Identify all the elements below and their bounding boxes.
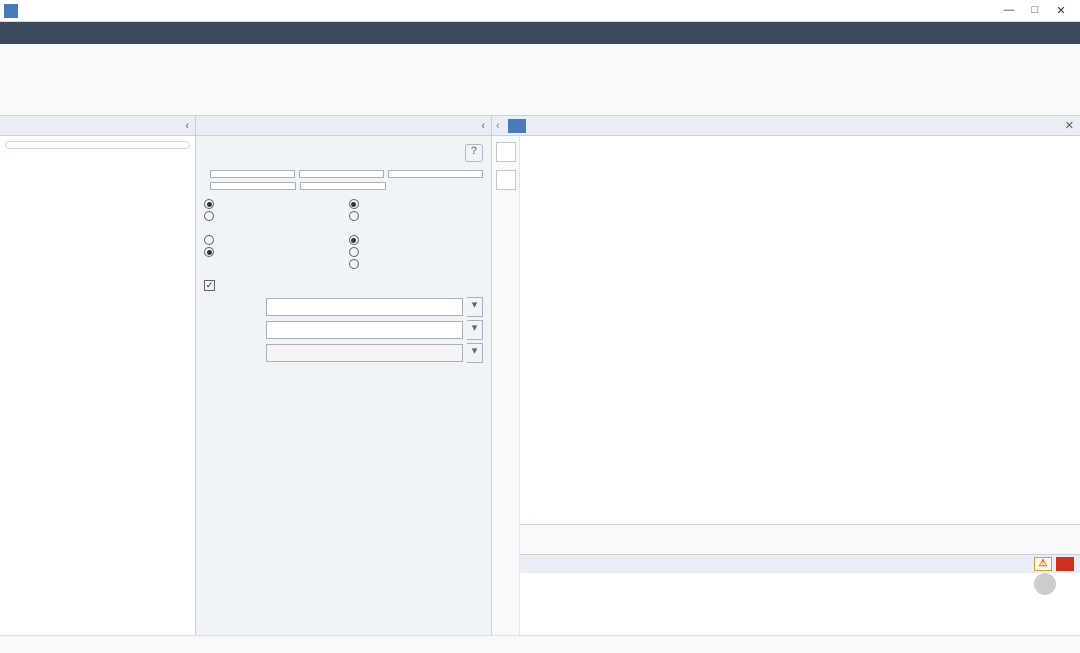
sidebar-tool-1[interactable] — [496, 142, 516, 162]
close-button[interactable]: ✕ — [1054, 4, 1068, 17]
dropdown-icon[interactable]: ▾ — [467, 297, 483, 317]
task-header: ‹ — [196, 116, 491, 136]
report-quality-button[interactable] — [388, 170, 483, 178]
relative-radio[interactable] — [349, 210, 484, 222]
absolute-radio[interactable] — [349, 198, 484, 210]
viewer-tabs: ‹ ✕ — [492, 116, 1080, 136]
grav-z-input — [266, 344, 463, 362]
outline-header: ‹ — [0, 116, 195, 136]
grav-y-input[interactable] — [266, 321, 463, 339]
warning-icon[interactable]: ⚠ — [1034, 557, 1052, 571]
app-icon — [4, 4, 18, 18]
collapse-icon[interactable]: ‹ — [185, 120, 189, 132]
axisymmetric-swirl-radio[interactable] — [349, 258, 484, 270]
mesh-visualization — [640, 144, 980, 494]
viewer-sidebar — [492, 136, 520, 635]
console-output[interactable] — [520, 573, 1080, 635]
check-button[interactable] — [299, 170, 384, 178]
close-tab-icon[interactable]: ✕ — [1059, 119, 1080, 132]
menubar — [0, 22, 1080, 44]
collapse-icon[interactable]: ‹ — [492, 120, 504, 132]
statusbar — [0, 635, 1080, 653]
dropdown-icon: ▾ — [467, 343, 483, 363]
scale-button[interactable] — [210, 170, 295, 178]
dropdown-icon[interactable]: ▾ — [467, 320, 483, 340]
mesh-tab-icon[interactable] — [508, 119, 526, 133]
error-icon[interactable] — [1056, 557, 1074, 571]
filter-input[interactable] — [5, 141, 190, 149]
gravity-checkbox[interactable]: ✓ — [204, 280, 483, 291]
maximize-button[interactable]: □ — [1028, 4, 1042, 17]
planar-radio[interactable] — [349, 234, 484, 246]
density-based-radio[interactable] — [204, 210, 339, 222]
sidebar-tool-2[interactable] — [496, 170, 516, 190]
titlebar: — □ ✕ — [0, 0, 1080, 22]
help-icon[interactable]: ? — [465, 144, 483, 162]
console-panel: ⚠ — [520, 554, 1080, 635]
steady-radio[interactable] — [204, 234, 339, 246]
minimize-button[interactable]: — — [1002, 4, 1016, 17]
collapse-icon[interactable]: ‹ — [481, 120, 485, 132]
transient-radio[interactable] — [204, 246, 339, 258]
grav-x-input[interactable] — [266, 298, 463, 316]
ribbon — [0, 44, 1080, 116]
outline-panel: ‹ — [0, 116, 196, 635]
viewer-panel: ‹ ✕ ⚠ — [492, 116, 1080, 635]
display-button[interactable] — [210, 182, 296, 190]
tree — [0, 154, 195, 635]
watermark — [1034, 573, 1060, 595]
mesh-canvas[interactable] — [520, 136, 1080, 524]
pressure-based-radio[interactable] — [204, 198, 339, 210]
viewer-toolbar — [520, 524, 1080, 554]
axisymmetric-radio[interactable] — [349, 246, 484, 258]
task-page: ‹ ? — [196, 116, 492, 635]
units-button[interactable] — [300, 182, 386, 190]
